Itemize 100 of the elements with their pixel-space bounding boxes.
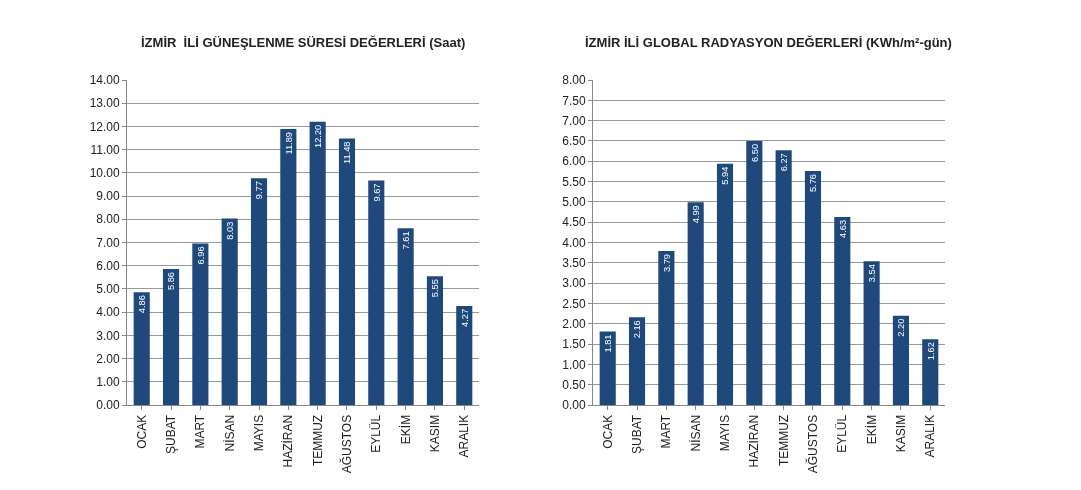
data-label: 5.86 bbox=[166, 271, 177, 291]
bar bbox=[775, 150, 792, 405]
y-tick-label: 12.00 bbox=[89, 119, 120, 134]
bar bbox=[456, 305, 473, 405]
bar bbox=[397, 228, 414, 405]
data-label: 2.20 bbox=[896, 318, 907, 337]
chart-title: İZMİR İLİ GÜNEŞLENME SÜRESİ DEĞERLERİ (Saat) bbox=[141, 35, 466, 50]
x-tick-label: KASIM bbox=[893, 414, 908, 453]
data-label: 3.79 bbox=[661, 254, 672, 273]
x-tick-label: NİSAN bbox=[688, 414, 703, 452]
y-tick-label: 13.00 bbox=[89, 96, 120, 111]
x-tick-label: EYLÜL bbox=[369, 414, 384, 453]
x-tick-label: EYLÜL bbox=[835, 414, 850, 453]
bar bbox=[746, 140, 763, 405]
y-tick-label: 14.00 bbox=[89, 73, 120, 88]
bar bbox=[687, 202, 704, 405]
x-tick-label: AĞUSTOS bbox=[804, 414, 820, 474]
data-label: 4.63 bbox=[837, 219, 848, 238]
bar bbox=[716, 163, 734, 405]
bar bbox=[162, 268, 180, 405]
bar bbox=[250, 178, 268, 405]
y-tick-label: 8.00 bbox=[562, 73, 586, 88]
bar bbox=[426, 276, 444, 405]
y-tick-label: 5.50 bbox=[562, 174, 586, 189]
y-tick-label: 4.00 bbox=[96, 305, 120, 320]
bar bbox=[338, 138, 356, 405]
data-label: 9.77 bbox=[254, 181, 265, 200]
y-tick-label: 11.00 bbox=[90, 142, 120, 157]
data-label: 7.61 bbox=[401, 231, 411, 250]
bar bbox=[192, 243, 209, 405]
data-label: 9.67 bbox=[371, 183, 382, 202]
bar bbox=[221, 218, 238, 405]
x-tick-label: MAYIS bbox=[717, 414, 732, 452]
y-tick-label: 8.00 bbox=[96, 212, 120, 227]
x-tick-label: EKİM bbox=[864, 414, 879, 445]
x-tick-label: MART bbox=[193, 414, 208, 449]
x-tick-label: ŞUBAT bbox=[163, 414, 178, 454]
y-tick-label: 6.00 bbox=[96, 258, 120, 273]
data-label: 1.62 bbox=[925, 342, 936, 361]
x-tick-label: MART bbox=[659, 414, 674, 449]
y-tick-label: 4.50 bbox=[562, 215, 586, 230]
bar bbox=[863, 261, 880, 405]
x-tick-label: TEMMUZ bbox=[310, 414, 325, 467]
y-tick-label: 0.00 bbox=[96, 398, 120, 413]
y-tick-label: 1.00 bbox=[96, 374, 120, 389]
y-tick-label: 3.00 bbox=[562, 276, 586, 291]
data-label: 11.48 bbox=[342, 141, 353, 165]
data-label: 5.55 bbox=[430, 279, 441, 298]
x-tick-label: AĞUSTOS bbox=[338, 414, 354, 474]
data-label: 11.89 bbox=[283, 132, 294, 155]
y-tick-label: 3.50 bbox=[562, 256, 586, 271]
y-tick-label: 7.00 bbox=[562, 113, 586, 128]
bar bbox=[658, 251, 675, 405]
y-tick-label: 6.50 bbox=[562, 134, 586, 149]
data-label: 4.27 bbox=[459, 308, 470, 327]
x-tick-label: EKİM bbox=[398, 414, 413, 445]
bar bbox=[133, 292, 150, 405]
x-tick-label: OCAK bbox=[600, 414, 615, 449]
chart-title: İZMİR İLİ GLOBAL RADYASYON DEĞERLERİ (KWh/m²-gün) bbox=[585, 35, 952, 50]
x-tick-label: ARALIK bbox=[923, 414, 938, 458]
data-label: 1.81 bbox=[603, 334, 614, 353]
y-tick-label: 5.00 bbox=[562, 195, 586, 210]
y-tick-label: 10.00 bbox=[89, 166, 120, 181]
x-tick-label: NİSAN bbox=[222, 414, 237, 452]
y-tick-label: 3.00 bbox=[96, 328, 120, 343]
bar bbox=[280, 128, 297, 405]
y-tick-label: 7.50 bbox=[562, 93, 586, 108]
x-tick-label: OCAK bbox=[134, 414, 149, 449]
y-tick-label: 2.00 bbox=[96, 351, 120, 366]
bar bbox=[599, 331, 616, 405]
data-label: 6.96 bbox=[195, 246, 206, 265]
y-tick-label: 1.00 bbox=[562, 357, 586, 372]
y-tick-label: 1.50 bbox=[562, 337, 586, 352]
x-tick-label: TEMMUZ bbox=[776, 414, 791, 467]
data-label: 2.16 bbox=[632, 320, 643, 339]
data-label: 6.27 bbox=[779, 153, 790, 172]
data-label: 3.54 bbox=[866, 264, 877, 283]
data-label: 4.86 bbox=[137, 295, 148, 314]
bar bbox=[628, 317, 646, 405]
bar bbox=[922, 339, 939, 405]
bar bbox=[309, 121, 326, 405]
y-tick-label: 6.00 bbox=[562, 154, 586, 169]
x-tick-label: HAZİRAN bbox=[281, 414, 296, 468]
x-tick-label: MAYIS bbox=[251, 414, 266, 452]
x-tick-label: HAZİRAN bbox=[747, 414, 762, 468]
data-label: 12.20 bbox=[313, 124, 324, 148]
y-tick-label: 2.00 bbox=[562, 316, 586, 331]
data-label: 4.99 bbox=[691, 205, 702, 224]
x-tick-label: ARALIK bbox=[457, 414, 472, 458]
x-tick-label: ŞUBAT bbox=[629, 414, 644, 454]
y-tick-label: 5.00 bbox=[96, 282, 120, 297]
y-tick-label: 2.50 bbox=[562, 296, 586, 311]
y-tick-label: 0.00 bbox=[562, 398, 586, 413]
bar bbox=[804, 171, 822, 405]
data-label: 5.94 bbox=[720, 166, 731, 185]
bar bbox=[834, 216, 851, 405]
data-label: 6.50 bbox=[749, 143, 760, 163]
bar bbox=[892, 315, 909, 405]
y-tick-label: 4.00 bbox=[562, 235, 586, 250]
y-tick-label: 0.50 bbox=[562, 377, 586, 392]
